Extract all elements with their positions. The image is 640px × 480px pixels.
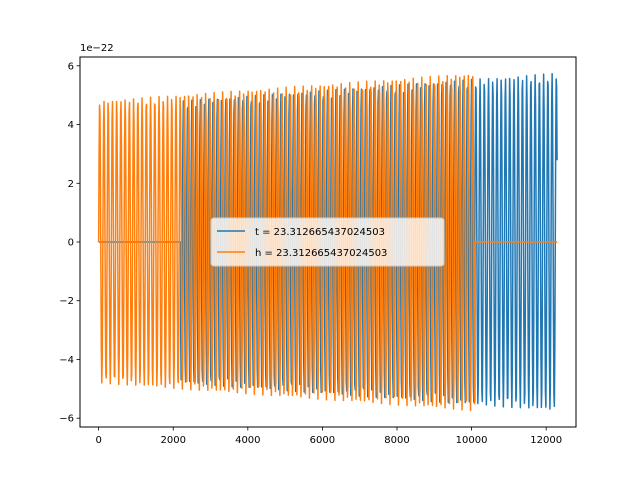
- legend-label-h: h = 23.312665437024503: [255, 248, 387, 259]
- x-tick-label: 6000: [310, 435, 335, 446]
- x-tick-label: 12000: [530, 435, 562, 446]
- x-axis: 0 2000 4000 6000 8000 10000 12000: [95, 427, 562, 446]
- y-tick-label: 2: [68, 179, 74, 190]
- x-tick-label: 2000: [161, 435, 186, 446]
- y-tick-label: −6: [59, 414, 74, 425]
- y-tick-label: 0: [68, 238, 74, 249]
- y-axis: −6 −4 −2 0 2 4 6: [59, 61, 80, 425]
- x-tick-label: 10000: [456, 435, 488, 446]
- y-tick-label: −2: [59, 296, 74, 307]
- x-tick-label: 8000: [384, 435, 409, 446]
- legend-label-t: t = 23.312665437024503: [255, 227, 385, 238]
- y-offset-label: 1e−22: [80, 43, 114, 54]
- legend-box: [210, 217, 445, 267]
- legend: t = 23.312665437024503 h = 23.3126654370…: [210, 217, 445, 267]
- x-tick-label: 4000: [235, 435, 260, 446]
- y-tick-label: 6: [68, 61, 74, 72]
- y-tick-label: −4: [59, 355, 74, 366]
- y-tick-label: 4: [68, 120, 74, 131]
- x-tick-label: 0: [95, 435, 101, 446]
